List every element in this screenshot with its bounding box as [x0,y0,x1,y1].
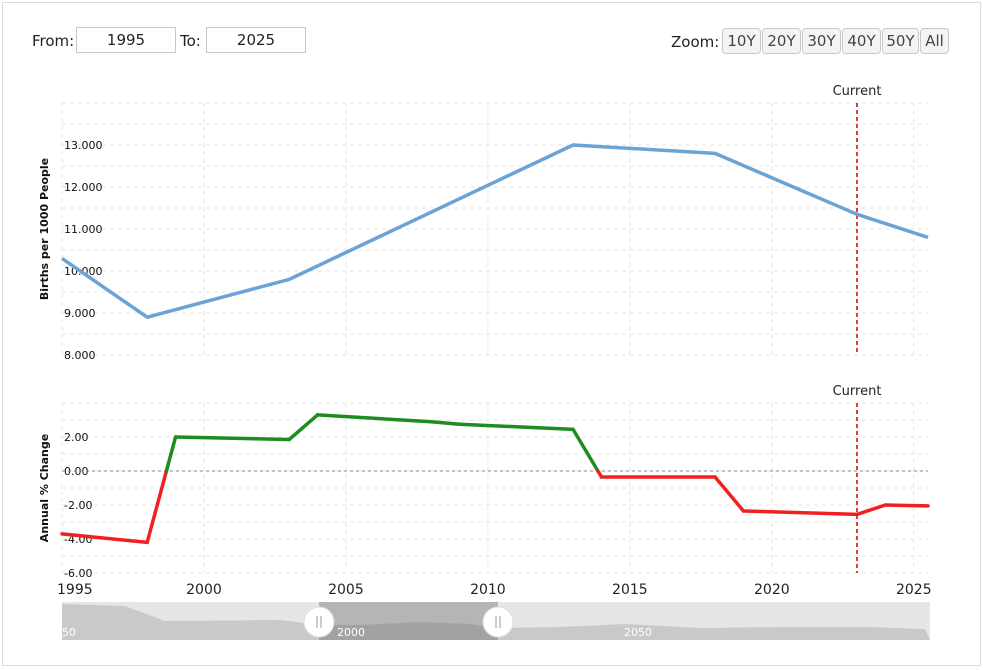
y-tick-label: -6.00 [64,567,92,580]
y-tick-label: 12.000 [64,181,103,194]
y-axis-title: Births per 1000 People [38,158,51,300]
navigator-label-2000: 2000 [337,626,365,639]
navigator[interactable]: 50 2000 2050 [62,602,930,640]
y-tick-label: 2.00 [64,431,89,444]
change-line-negative-segment [883,503,930,508]
zoom-10y-button[interactable]: 10Y [722,28,761,54]
x-tick-label: 2015 [612,582,648,598]
current-marker-label: Current [833,384,882,399]
change-line-negative-segment [741,509,859,517]
zoom-all-button[interactable]: All [920,28,949,54]
navigator-right-handle[interactable] [482,606,514,638]
navigator-series-area [62,604,930,640]
current-marker-label: Current [833,84,882,99]
navigator-selected-range[interactable] [319,602,498,640]
x-tick-label: 1995 [57,582,93,598]
zoom-label: Zoom: [671,33,720,51]
y-tick-label: 13.000 [64,139,103,152]
change-line-positive-segment [173,435,291,442]
change-line-positive-segment [571,427,600,473]
zoom-50y-button[interactable]: 50Y [882,28,919,54]
x-tick-label: 2020 [754,582,790,598]
y-axis-title: Annual % Change [38,434,51,542]
change-line-negative-segment [855,503,888,517]
x-tick-label: 2000 [186,582,222,598]
birth-rate-line [61,143,929,319]
x-tick-label: 2005 [328,582,364,598]
change-line-positive-segment [457,422,575,432]
zoom-40y-button[interactable]: 40Y [842,28,881,54]
y-tick-label: 8.000 [64,349,96,362]
to-date-input[interactable]: 2025 [206,27,306,53]
change-line-positive-segment [315,413,433,424]
y-tick-label: 11.000 [64,223,103,236]
from-date-input[interactable]: 1995 [76,27,176,53]
y-tick-label: 9.000 [64,307,96,320]
change-line-positive-segment [287,413,320,442]
navigator-label-1950: 50 [62,626,76,639]
navigator-left-handle[interactable] [303,606,335,638]
x-tick-label: 2025 [896,582,932,598]
x-tick-label: 2010 [470,582,506,598]
from-label: From: [32,32,75,50]
to-label: To: [180,32,201,50]
change-line-positive-segment [164,435,178,473]
change-line-negative-segment [60,532,149,545]
change-line-negative-segment [145,469,169,545]
change-line-negative-segment [713,475,746,513]
navigator-label-2050: 2050 [624,626,652,639]
y-tick-label: -2.00 [64,499,92,512]
change-line-positive-segment [429,419,462,426]
zoom-30y-button[interactable]: 30Y [802,28,841,54]
zoom-20y-button[interactable]: 20Y [762,28,801,54]
